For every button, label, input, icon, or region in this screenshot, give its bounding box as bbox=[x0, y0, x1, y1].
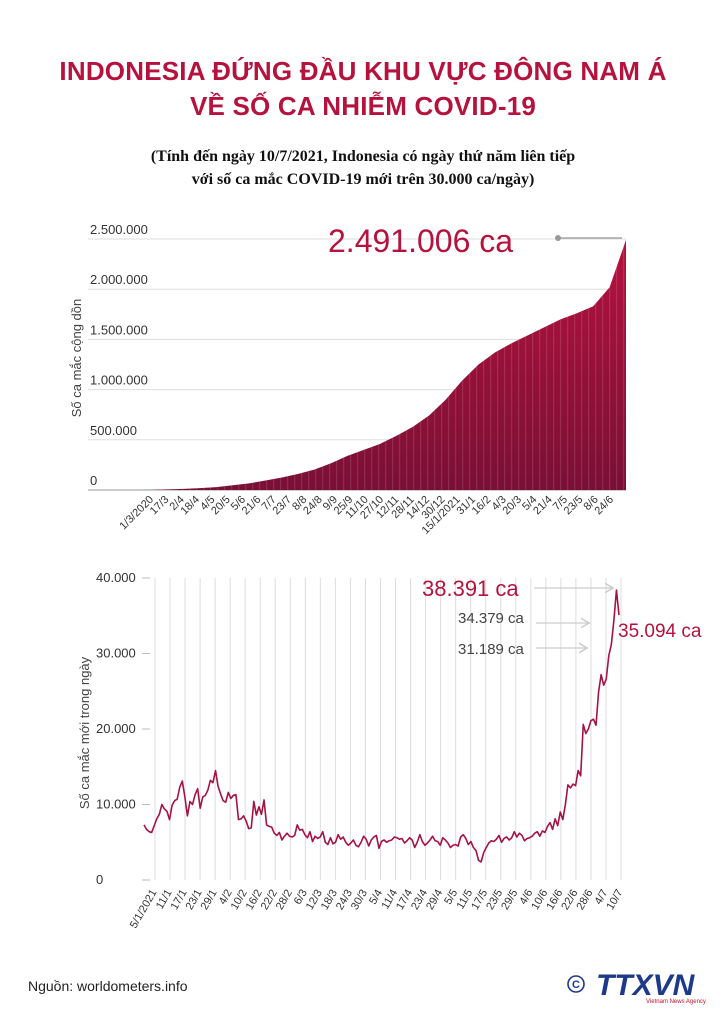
daily-y-tick-label: 40.000 bbox=[96, 570, 136, 585]
cumulative-y-tick-label: 500.000 bbox=[90, 423, 137, 438]
daily-y-tick-label: 30.000 bbox=[96, 646, 136, 661]
cumulative-y-tick-label: 1.000.000 bbox=[90, 373, 148, 388]
cumulative-x-tick-label: 1/3/2020 bbox=[117, 494, 156, 533]
page-title-line-2: VỀ SỐ CA NHIỄM COVID-19 bbox=[189, 91, 537, 121]
agency-name: Vietnam News Agency bbox=[646, 999, 706, 1005]
cumulative-y-tick-label: 1.500.000 bbox=[90, 322, 148, 337]
cumulative-chart-y-axis-label: Số ca mắc cộng dồn bbox=[69, 299, 84, 418]
agency-logo-text: TTXVN bbox=[596, 969, 696, 1002]
cumulative-chart-x-ticks: 1/3/202017/32/418/44/520/55/621/67/723/7… bbox=[117, 494, 616, 537]
source-credit: Nguồn: worldometers.info bbox=[28, 978, 188, 994]
daily-chart-y-axis-label: Số ca mắc mới trong ngày bbox=[77, 656, 92, 809]
copyright-icon bbox=[567, 975, 585, 993]
cumulative-y-tick-label: 0 bbox=[90, 473, 97, 488]
daily-cases-line bbox=[143, 589, 620, 863]
daily-y-tick-label: 20.000 bbox=[96, 721, 136, 736]
daily-y-tick-label: 0 bbox=[96, 872, 103, 887]
page-title-line-1: INDONESIA ĐỨNG ĐẦU KHU VỰC ĐÔNG NAM Á bbox=[59, 56, 667, 86]
cumulative-x-tick-label: 24/6 bbox=[592, 494, 616, 518]
daily-x-tick-label: 10/7 bbox=[604, 888, 625, 913]
ttxvn-logo: C TTXVN Vietnam News Agency bbox=[567, 969, 706, 1005]
last-day-cases-label: 35.094 ca bbox=[618, 621, 702, 642]
subtitle-line-1: (Tính đến ngày 10/7/2021, Indonesia có n… bbox=[150, 148, 576, 165]
cumulative-y-tick-label: 2.500.000 bbox=[90, 222, 148, 237]
copyright-symbol: C bbox=[572, 979, 580, 991]
total-cases-annotation: 2.491.006 ca bbox=[328, 223, 513, 259]
daily-x-tick-label: 5/1/2021 bbox=[128, 888, 160, 931]
cumulative-cases-area-texture bbox=[118, 239, 626, 490]
cumulative-y-tick-label: 2.000.000 bbox=[90, 272, 148, 287]
cumulative-chart-y-ticks: 0 500.000 1.000.000 1.500.000 2.000.000 2.500… bbox=[90, 222, 148, 488]
mid-cases-label-2: 31.189 ca bbox=[458, 641, 525, 658]
subtitle-line-2: với số ca mắc COVID-19 mới trên 30.000 c… bbox=[191, 171, 535, 188]
daily-y-tick-label: 10.000 bbox=[96, 797, 136, 812]
peak-cases-label: 38.391 ca bbox=[422, 576, 519, 601]
daily-chart-x-ticks: 5/1/202111/117/123/129/14/210/216/222/22… bbox=[128, 888, 626, 931]
daily-chart-y-ticks: 0 10.000 20.000 30.000 40.000 bbox=[96, 570, 136, 887]
mid-cases-label-1: 34.379 ca bbox=[458, 610, 525, 627]
